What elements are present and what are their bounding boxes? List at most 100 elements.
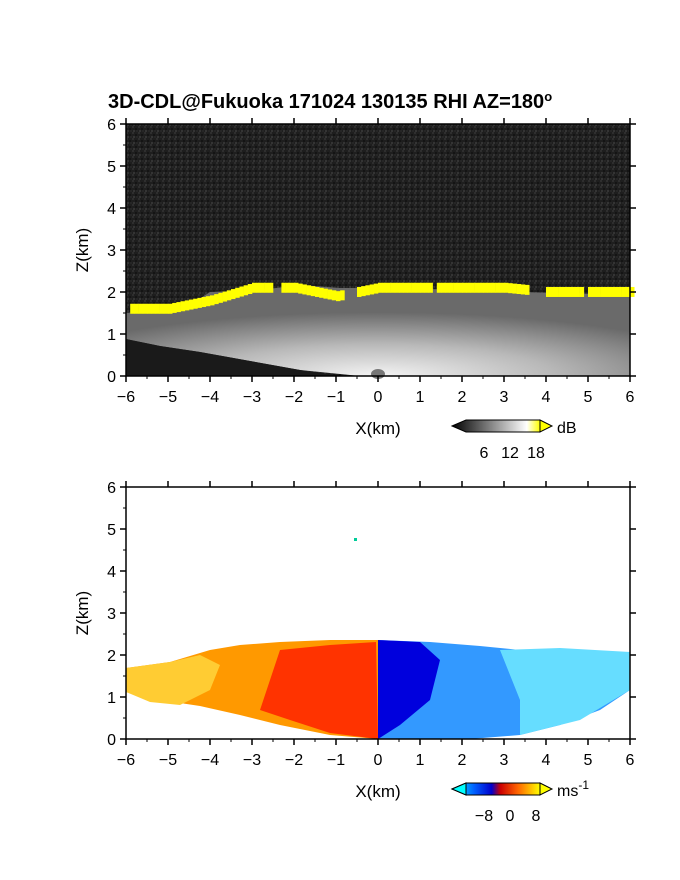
high-echo-cell bbox=[289, 282, 295, 293]
high-echo-cell bbox=[457, 282, 463, 293]
x-tick-label: −5 bbox=[159, 389, 177, 406]
high-echo-cell bbox=[357, 286, 362, 297]
high-echo-cell bbox=[399, 282, 404, 293]
x-tick-label: −1 bbox=[327, 389, 345, 406]
echo-region bbox=[126, 285, 630, 376]
x-tick-label: −1 bbox=[327, 752, 345, 769]
high-echo-cell bbox=[247, 284, 253, 295]
high-echo-cell bbox=[445, 282, 450, 293]
x-tick-label: 6 bbox=[626, 389, 635, 406]
high-echo-cell bbox=[189, 299, 194, 310]
high-echo-cell bbox=[483, 282, 488, 293]
x-tick-label: 1 bbox=[416, 389, 425, 406]
high-echo-cell bbox=[264, 282, 270, 293]
colorbar-tick-label: 0 bbox=[506, 808, 515, 825]
x-tick-label: 4 bbox=[542, 389, 551, 406]
x-tick-label: −2 bbox=[285, 389, 303, 406]
high-echo-cell bbox=[403, 282, 408, 293]
high-echo-cell bbox=[222, 291, 228, 302]
high-echo-cell bbox=[302, 284, 307, 295]
high-echo-cell bbox=[323, 288, 328, 299]
high-echo-cell bbox=[378, 282, 383, 293]
high-echo-cell bbox=[210, 295, 215, 306]
high-echo-cell bbox=[327, 289, 333, 300]
high-echo-cell bbox=[268, 282, 274, 293]
high-echo-cell bbox=[520, 284, 526, 295]
y-tick-label: 5 bbox=[107, 159, 116, 176]
high-echo-cell bbox=[340, 290, 345, 301]
high-echo-cell bbox=[281, 282, 286, 293]
high-echo-cell bbox=[231, 289, 236, 300]
high-echo-cell bbox=[294, 282, 299, 293]
panel-velocity: −6 −5 −4 −3 −2 −1 0 1 2 3 4 5 6 0 1 2 3 4 5 6 X(km) Z(km) m… bbox=[73, 480, 636, 825]
high-echo-cell bbox=[449, 282, 454, 293]
x-tick-label: 0 bbox=[374, 752, 383, 769]
high-echo-cell bbox=[260, 282, 265, 293]
high-echo-cell bbox=[621, 286, 627, 297]
x-axis-label: X(km) bbox=[355, 419, 400, 438]
high-echo-cell bbox=[197, 297, 202, 308]
x-axis-label: X(km) bbox=[355, 782, 400, 801]
high-echo-cell bbox=[558, 286, 564, 297]
high-echo-cell bbox=[516, 284, 522, 295]
high-echo-cell bbox=[184, 300, 190, 311]
high-echo-cell bbox=[172, 302, 177, 313]
colorbar-db: dB 6 12 18 bbox=[450, 419, 577, 462]
high-echo-cell bbox=[567, 286, 572, 297]
high-echo-cell bbox=[525, 284, 530, 295]
high-echo-cell bbox=[138, 303, 144, 314]
high-echo-cell bbox=[205, 296, 211, 307]
high-echo-cell bbox=[306, 285, 312, 296]
colorbar-velocity: ms-1 −8 0 8 bbox=[450, 778, 589, 825]
x-tick-label: −6 bbox=[117, 752, 135, 769]
high-echo-cell bbox=[436, 282, 442, 293]
colorbar-unit: ms-1 bbox=[557, 778, 589, 800]
x-tick-label: 5 bbox=[584, 752, 593, 769]
x-tick-label: 2 bbox=[458, 389, 467, 406]
panel-backscatter: 3D-CDL@Fukuoka 171024 130135 RHI AZ=180o… bbox=[73, 89, 636, 462]
high-echo-cell bbox=[390, 282, 396, 293]
high-echo-cell bbox=[554, 286, 559, 297]
high-echo-cell bbox=[411, 282, 417, 293]
y-axis-label: Z(km) bbox=[73, 591, 92, 635]
colorbar-tick-label: 6 bbox=[480, 445, 489, 462]
high-echo-cell bbox=[235, 287, 240, 298]
velocity-away-outer bbox=[500, 648, 630, 735]
y-tick-label: 0 bbox=[107, 732, 116, 749]
high-echo-cell bbox=[604, 286, 610, 297]
colorbar-tick-label: −8 bbox=[475, 808, 493, 825]
y-tick-label: 2 bbox=[107, 648, 116, 665]
high-echo-cell bbox=[575, 286, 580, 297]
high-echo-cell bbox=[155, 303, 160, 314]
high-echo-cell bbox=[415, 282, 421, 293]
y-tick-label: 3 bbox=[107, 606, 116, 623]
high-echo-cell bbox=[571, 286, 576, 297]
high-echo-cell bbox=[478, 282, 484, 293]
high-echo-cell bbox=[617, 286, 622, 297]
high-echo-cell bbox=[487, 282, 492, 293]
high-echo-cell bbox=[180, 301, 186, 312]
high-echo-cell bbox=[298, 283, 303, 294]
high-echo-cell bbox=[147, 303, 152, 314]
high-echo-cell bbox=[361, 286, 366, 297]
y-tick-label: 1 bbox=[107, 327, 116, 344]
x-tick-label: 6 bbox=[626, 752, 635, 769]
x-tick-label: 0 bbox=[374, 389, 383, 406]
high-echo-cell bbox=[163, 303, 169, 314]
high-echo-cell bbox=[168, 303, 173, 314]
high-echo-cell bbox=[462, 282, 467, 293]
high-echo-cell bbox=[256, 282, 261, 293]
y-tick-label: 4 bbox=[107, 201, 116, 218]
axes: −6 −5 −4 −3 −2 −1 0 1 2 3 4 5 6 0 1 2 3 4 5 6 bbox=[107, 117, 636, 406]
axes: −6 −5 −4 −3 −2 −1 0 1 2 3 4 5 6 0 1 2 3 4 5 6 bbox=[107, 480, 636, 769]
high-echo-cell bbox=[226, 290, 232, 301]
high-echo-cell bbox=[151, 303, 156, 314]
y-tick-label: 0 bbox=[107, 369, 116, 386]
high-echo-cell bbox=[470, 282, 475, 293]
high-echo-cell bbox=[252, 282, 257, 293]
high-echo-cell bbox=[588, 286, 593, 297]
high-echo-cell bbox=[239, 286, 244, 297]
high-echo-cell bbox=[386, 282, 391, 293]
high-echo-cell bbox=[508, 283, 513, 294]
velocity-toward-outer bbox=[126, 655, 220, 705]
